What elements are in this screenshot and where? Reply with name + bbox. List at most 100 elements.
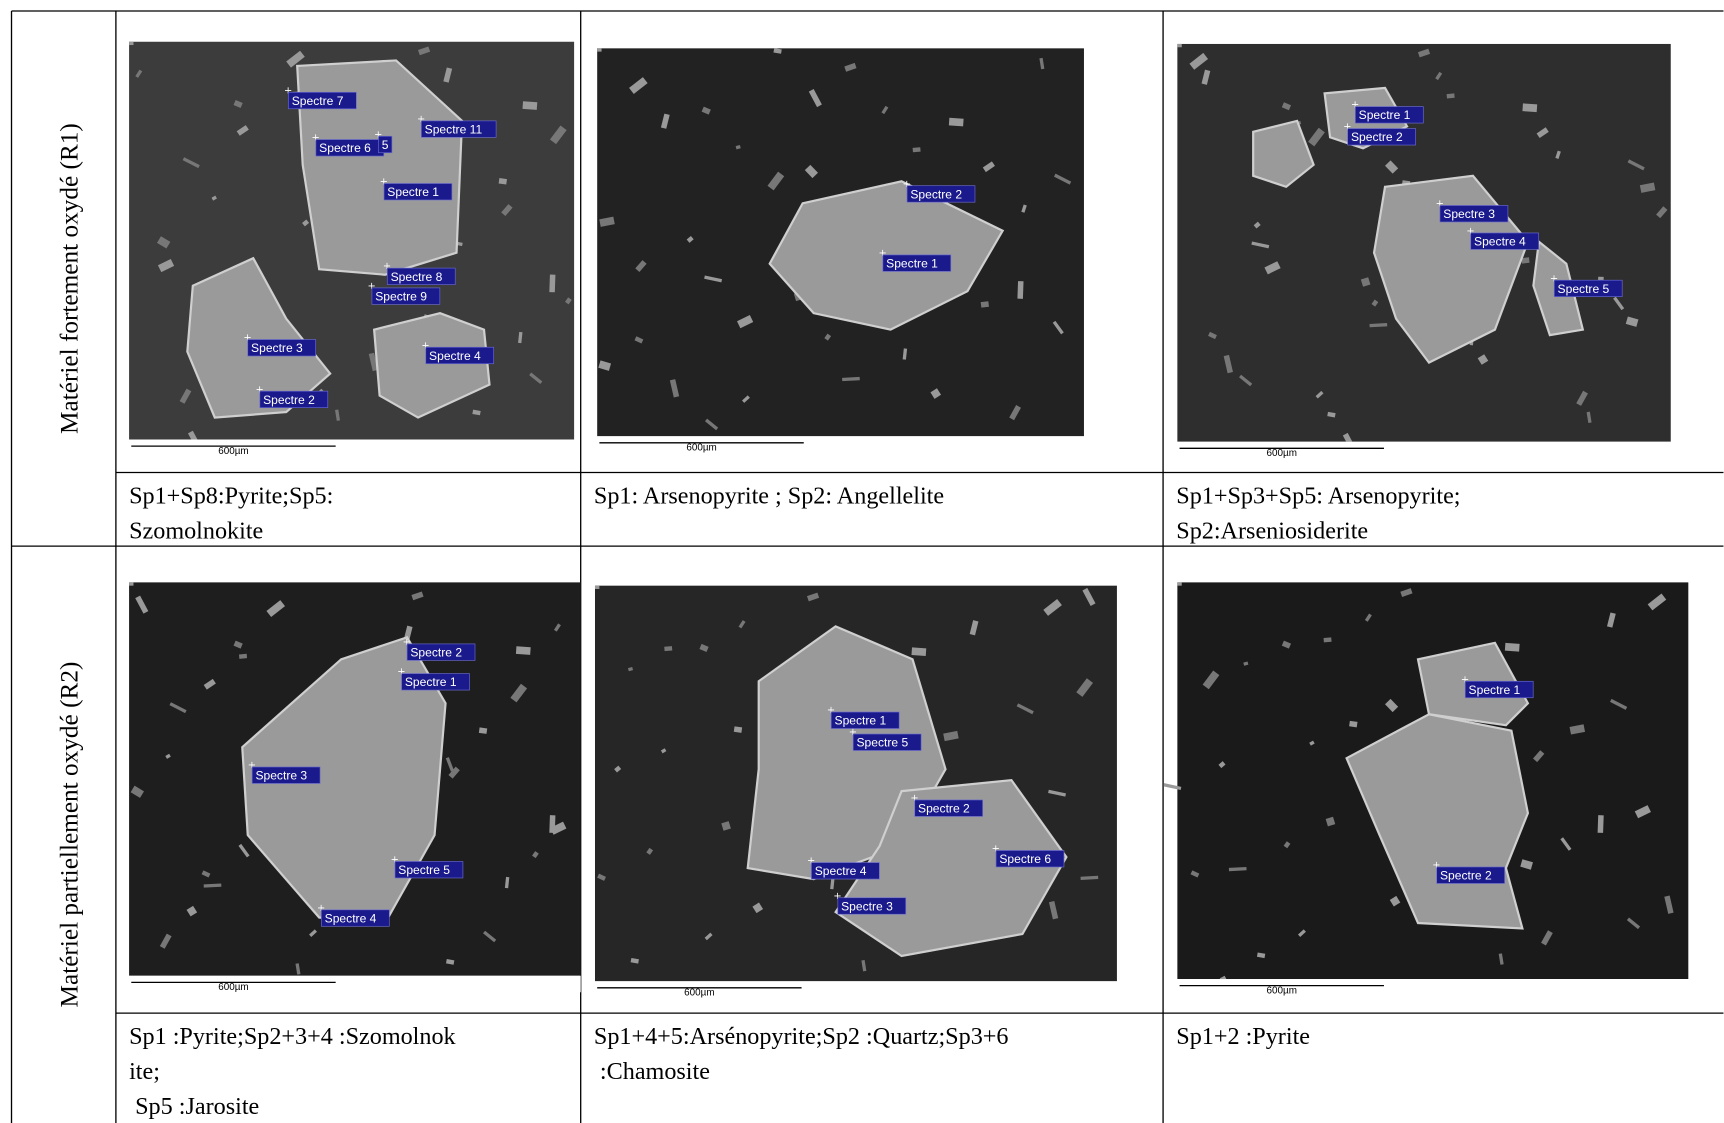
particle xyxy=(1597,815,1604,833)
scale-strip xyxy=(597,436,1084,453)
spectrum-label: Spectre 7 xyxy=(292,94,344,108)
particle xyxy=(1243,661,1249,666)
marker-cross: + xyxy=(255,384,263,395)
spectrum-label: Spectre 1 xyxy=(1469,683,1521,697)
label-box xyxy=(259,390,329,408)
marker-cross: + xyxy=(1343,122,1351,133)
particle xyxy=(1080,875,1099,880)
label-box xyxy=(321,909,390,927)
particle xyxy=(704,418,719,431)
particle xyxy=(1177,582,1182,586)
marker-cross: + xyxy=(317,903,325,914)
particle xyxy=(701,106,711,115)
particle xyxy=(767,171,785,191)
particle xyxy=(182,157,200,169)
particle xyxy=(721,821,731,831)
spectrum-label: Spectre 5 xyxy=(398,863,450,877)
particle xyxy=(737,315,754,329)
particle xyxy=(445,757,454,772)
scale-strip xyxy=(129,439,575,457)
particle xyxy=(1048,789,1066,797)
particle xyxy=(1560,837,1572,851)
marker-cross: + xyxy=(311,133,319,144)
particle xyxy=(411,591,424,601)
label-box xyxy=(421,120,497,138)
particle xyxy=(1647,593,1667,611)
particle xyxy=(1039,57,1045,70)
particle xyxy=(169,702,187,714)
particle xyxy=(135,69,143,78)
particle xyxy=(1208,331,1217,340)
particle xyxy=(1190,870,1200,878)
label-box xyxy=(406,643,476,661)
particle xyxy=(1309,740,1315,746)
spectrum-label: Spectre 5 xyxy=(1558,282,1610,296)
marker-cross: + xyxy=(284,85,292,96)
particle xyxy=(1369,323,1388,328)
label-box xyxy=(852,733,922,751)
particle xyxy=(532,851,539,859)
particle xyxy=(1586,411,1592,424)
label-box xyxy=(1553,279,1623,298)
marker-cross: + xyxy=(1466,226,1474,237)
table-grid xyxy=(10,10,1724,1123)
particle xyxy=(842,376,860,382)
particle xyxy=(881,105,889,115)
label-box xyxy=(914,799,983,817)
marker-cross: + xyxy=(807,856,815,867)
particle xyxy=(830,878,835,890)
caption-line: Sp1 :Pyrite;Sp2+3+4 :Szomolnok xyxy=(129,1023,456,1050)
scale-label: 600µm xyxy=(1267,985,1297,996)
particle xyxy=(1251,241,1270,249)
marker-cross: + xyxy=(248,760,256,771)
scale-label: 600µm xyxy=(684,988,714,999)
particle xyxy=(943,730,959,742)
particle xyxy=(295,963,301,975)
particle xyxy=(1371,299,1379,307)
label-box xyxy=(401,673,470,691)
label-box xyxy=(1439,205,1509,223)
marker-cross: + xyxy=(992,844,1000,855)
caption-line: Sp1: Arsenopyrite ; Sp2: Angellelite xyxy=(594,482,944,509)
spectrum-label: Spectre 4 xyxy=(1474,235,1526,249)
particle xyxy=(686,235,694,243)
particle xyxy=(501,204,513,216)
spectrum-label: Spectre 2 xyxy=(410,646,462,660)
particle xyxy=(1446,93,1455,99)
label-box xyxy=(906,185,976,203)
label-box xyxy=(1436,866,1505,884)
particle xyxy=(1504,642,1520,652)
caption-line: Szomolnokite xyxy=(129,517,263,544)
particle xyxy=(598,360,612,371)
particle xyxy=(1177,43,1182,48)
particle xyxy=(1264,261,1281,275)
marker-cross: + xyxy=(849,727,857,738)
particle xyxy=(733,726,743,733)
particle xyxy=(1052,320,1064,335)
particle xyxy=(1256,952,1266,959)
particle xyxy=(549,274,556,293)
marker-cross: + xyxy=(397,667,405,678)
particle xyxy=(1017,281,1024,299)
label-box xyxy=(425,346,495,365)
particle xyxy=(417,46,431,56)
row-header: Matériel fortement oxydé (R1) xyxy=(55,123,83,434)
particle xyxy=(1349,720,1358,728)
particle xyxy=(1385,698,1399,713)
particle xyxy=(704,932,713,941)
particle xyxy=(443,67,453,83)
spectrum-label: Spectre 4 xyxy=(429,349,481,363)
particle xyxy=(1021,204,1027,213)
particle xyxy=(1634,805,1651,819)
particle xyxy=(1239,374,1253,387)
label-box xyxy=(386,267,456,285)
grain xyxy=(241,635,447,925)
spectrum-label: Spectre 4 xyxy=(815,864,867,878)
scale-label: 600µm xyxy=(1267,448,1297,459)
marker-cross: + xyxy=(403,637,411,648)
particle xyxy=(510,683,528,703)
particle xyxy=(738,620,746,629)
scale-label: 600µm xyxy=(686,443,716,454)
particle xyxy=(861,959,867,972)
particle xyxy=(515,646,531,655)
